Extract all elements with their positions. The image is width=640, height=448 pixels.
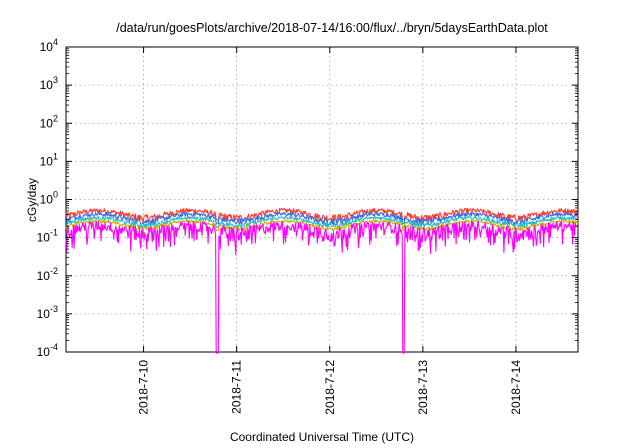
x-tick-label: 2018-7-14 bbox=[509, 360, 523, 415]
y-tick-label: 10-4 bbox=[37, 342, 58, 359]
x-tick-label: 2018-7-12 bbox=[323, 360, 337, 415]
y-tick-label: 102 bbox=[40, 113, 58, 130]
y-tick-label: 101 bbox=[40, 151, 58, 168]
chart-title: /data/run/goesPlots/archive/2018-07-14/1… bbox=[116, 21, 548, 35]
y-tick-label: 10-3 bbox=[37, 304, 58, 321]
y-tick-label: 10-1 bbox=[37, 228, 58, 245]
y-tick-label: 10-2 bbox=[37, 266, 58, 283]
x-tick-label: 2018-7-10 bbox=[137, 360, 151, 415]
x-tick-label: 2018-7-13 bbox=[416, 360, 430, 415]
y-axis-label: cGy/day bbox=[25, 178, 39, 222]
y-tick-label: 104 bbox=[40, 37, 58, 54]
x-axis-label: Coordinated Universal Time (UTC) bbox=[230, 430, 414, 444]
series-line bbox=[65, 220, 579, 354]
series-layer bbox=[65, 207, 579, 354]
y-tick-label: 103 bbox=[40, 75, 58, 92]
series-line bbox=[65, 211, 579, 226]
x-tick-label: 2018-7-11 bbox=[230, 360, 244, 414]
grid-layer bbox=[66, 47, 578, 352]
y-tick-label: 100 bbox=[40, 190, 58, 207]
tick-layer: 10-4 10-3 10-2 10-1 100 101 102 103 104 2018-7-10… bbox=[37, 37, 578, 415]
